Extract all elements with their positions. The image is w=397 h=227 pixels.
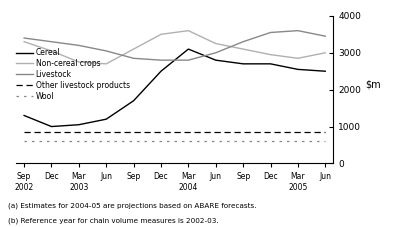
Non-cereal crops — [77, 61, 81, 63]
Wool — [22, 139, 27, 142]
Other livestock products — [49, 131, 54, 133]
Livestock — [241, 40, 245, 43]
Cereal — [186, 48, 191, 50]
Wool — [159, 139, 164, 142]
Cereal — [159, 70, 164, 73]
Y-axis label: $m: $m — [366, 80, 381, 90]
Cereal — [213, 59, 218, 62]
Wool — [49, 139, 54, 142]
Text: (b) Reference year for chain volume measures is 2002-03.: (b) Reference year for chain volume meas… — [8, 218, 219, 225]
Wool — [241, 139, 245, 142]
Cereal — [49, 125, 54, 128]
Wool — [104, 139, 109, 142]
Livestock — [22, 37, 27, 39]
Cereal — [131, 99, 136, 102]
Livestock — [213, 51, 218, 54]
Non-cereal crops — [213, 42, 218, 45]
Non-cereal crops — [268, 53, 273, 56]
Non-cereal crops — [159, 33, 164, 36]
Wool — [268, 139, 273, 142]
Other livestock products — [131, 131, 136, 133]
Cereal — [295, 68, 300, 71]
Non-cereal crops — [241, 48, 245, 50]
Wool — [77, 139, 81, 142]
Wool — [323, 139, 328, 142]
Line: Non-cereal crops: Non-cereal crops — [24, 31, 325, 64]
Non-cereal crops — [22, 40, 27, 43]
Cereal — [268, 62, 273, 65]
Other livestock products — [22, 131, 27, 133]
Other livestock products — [104, 131, 109, 133]
Livestock — [77, 44, 81, 47]
Legend: Cereal, Non-cereal crops, Livestock, Other livestock products, Wool: Cereal, Non-cereal crops, Livestock, Oth… — [16, 48, 130, 101]
Non-cereal crops — [323, 51, 328, 54]
Wool — [131, 139, 136, 142]
Non-cereal crops — [295, 57, 300, 60]
Other livestock products — [268, 131, 273, 133]
Livestock — [295, 29, 300, 32]
Cereal — [22, 114, 27, 117]
Other livestock products — [77, 131, 81, 133]
Other livestock products — [213, 131, 218, 133]
Livestock — [323, 35, 328, 37]
Cereal — [77, 123, 81, 126]
Other livestock products — [241, 131, 245, 133]
Other livestock products — [186, 131, 191, 133]
Other livestock products — [159, 131, 164, 133]
Cereal — [104, 118, 109, 121]
Wool — [213, 139, 218, 142]
Wool — [186, 139, 191, 142]
Non-cereal crops — [49, 49, 54, 52]
Cereal — [323, 70, 328, 73]
Livestock — [159, 59, 164, 62]
Line: Cereal: Cereal — [24, 49, 325, 126]
Livestock — [104, 49, 109, 52]
Non-cereal crops — [131, 48, 136, 50]
Livestock — [186, 59, 191, 62]
Wool — [295, 139, 300, 142]
Other livestock products — [323, 131, 328, 133]
Other livestock products — [295, 131, 300, 133]
Non-cereal crops — [104, 62, 109, 65]
Livestock — [49, 40, 54, 43]
Text: (a) Estimates for 2004-05 are projections based on ABARE forecasts.: (a) Estimates for 2004-05 are projection… — [8, 202, 256, 209]
Cereal — [241, 62, 245, 65]
Livestock — [131, 57, 136, 60]
Non-cereal crops — [186, 29, 191, 32]
Line: Livestock: Livestock — [24, 31, 325, 60]
Livestock — [268, 31, 273, 34]
